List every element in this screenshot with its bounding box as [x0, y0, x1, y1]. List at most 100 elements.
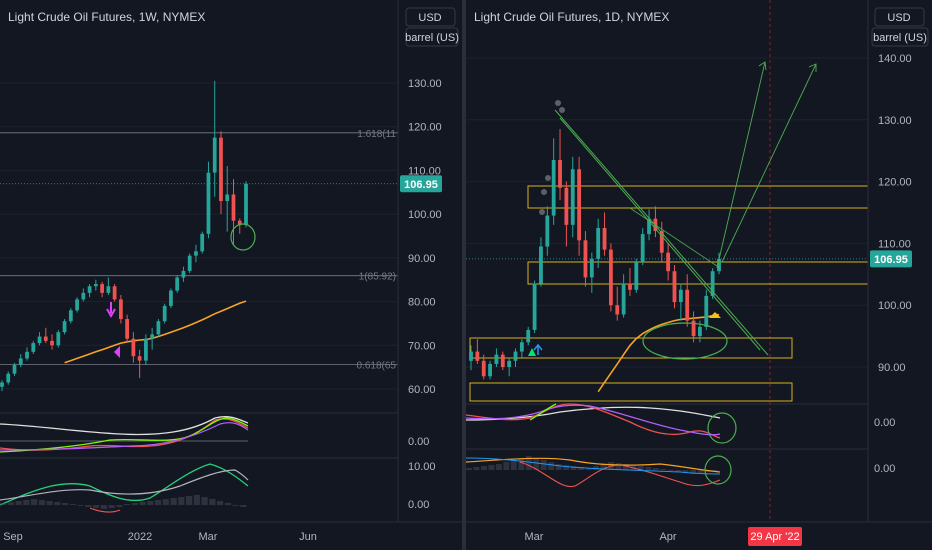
- candle-body: [615, 305, 620, 315]
- histogram-bar: [155, 500, 162, 505]
- left-fib-levels: 1.618(11 1(85.92) 0.618(65: [0, 129, 398, 372]
- left-osc2-histogram: [0, 495, 247, 509]
- candle-body: [539, 246, 543, 284]
- candle: [494, 348, 499, 367]
- date-marker-badge: [748, 527, 802, 546]
- right-oscillator-1: [465, 403, 737, 444]
- right-currency-label: USD: [887, 12, 910, 24]
- histogram-bar: [77, 505, 84, 506]
- histogram-bar: [488, 465, 495, 470]
- histogram-bar: [0, 503, 7, 505]
- histogram-bar: [510, 460, 517, 470]
- left-unit-button[interactable]: [405, 27, 459, 47]
- candle-body: [156, 321, 161, 335]
- histogram-bar: [600, 464, 607, 470]
- candle: [156, 319, 161, 337]
- candle-body: [106, 286, 111, 293]
- candle-body: [68, 310, 73, 322]
- histogram-bar: [31, 499, 38, 505]
- histogram-bar: [503, 462, 510, 470]
- candle: [602, 212, 607, 256]
- candle-body: [628, 283, 632, 290]
- candle-body: [602, 227, 607, 250]
- candle-body: [717, 258, 721, 272]
- fib-level-label: 1(85.92): [359, 272, 396, 283]
- left-chart-panel[interactable]: 1.618(11 1(85.92) 0.618(65 Light Crude Oil…: [0, 0, 462, 543]
- panel-divider[interactable]: [462, 0, 466, 550]
- histogram-bar: [660, 469, 667, 470]
- histogram-bar: [555, 464, 562, 470]
- right-osc2-circle-annotation: [704, 455, 732, 485]
- candle: [551, 138, 556, 225]
- lower-support-zone: [469, 382, 793, 402]
- candle: [691, 311, 696, 343]
- right-chart-title: Light Crude Oil Futures, 1D, NYMEX: [474, 10, 669, 24]
- right-osc1-circle-annotation: [707, 412, 737, 444]
- candle-body: [212, 137, 217, 173]
- candle-body: [634, 261, 639, 290]
- right-price-ticks: 140.00 130.00 120.00 110.00 100.00 90.00: [878, 53, 912, 374]
- candle: [577, 156, 582, 256]
- histogram-bar: [712, 470, 719, 471]
- left-unit-label: barrel (US): [405, 32, 459, 44]
- right-current-price-label: 106.95: [870, 250, 912, 268]
- candle: [532, 280, 537, 334]
- candle-body: [704, 295, 709, 327]
- price-tick-label: 130.00: [878, 115, 912, 127]
- candle-body: [62, 321, 67, 333]
- candle-body: [18, 358, 23, 365]
- green-triangle-signal-icon: [528, 348, 536, 356]
- right-time-label-mar: Mar: [525, 531, 544, 543]
- candle-body: [6, 373, 11, 383]
- left-oscillator-1: [0, 416, 249, 453]
- histogram-bar: [473, 467, 480, 470]
- histogram-bar: [193, 495, 200, 505]
- left-osc1-tick: 0.00: [408, 436, 429, 448]
- candle-body: [25, 351, 29, 359]
- candle: [507, 357, 512, 377]
- histogram-bar: [54, 502, 61, 505]
- projection-arrow-1: [716, 61, 766, 269]
- left-oscillator-2: [0, 463, 249, 513]
- histogram-bar: [525, 456, 532, 470]
- right-time-label-apr: Apr: [659, 531, 676, 543]
- right-currency-button[interactable]: [874, 7, 925, 27]
- left-osc1-white-line: [0, 416, 249, 436]
- candle-body: [608, 249, 613, 306]
- price-tick-label: 120.00: [408, 122, 442, 134]
- candle-body: [545, 215, 550, 247]
- candle: [12, 362, 17, 376]
- candle-body: [50, 340, 54, 346]
- histogram-bar: [46, 501, 53, 505]
- histogram-bar: [178, 497, 185, 505]
- marker-dot: [555, 100, 561, 106]
- blue-up-arrow-icon: [533, 343, 543, 355]
- right-current-price-tag: [870, 250, 912, 268]
- candle: [194, 244, 198, 263]
- candle-body: [194, 251, 198, 256]
- candle: [6, 371, 11, 385]
- left-currency-button[interactable]: [405, 7, 456, 27]
- left-time-label-sep: Sep: [3, 531, 23, 543]
- left-time-label-jun: Jun: [299, 531, 317, 543]
- down-arrow-signal-icon: [106, 302, 116, 319]
- price-tick-label: 140.00: [878, 53, 912, 65]
- histogram-bar: [209, 499, 216, 505]
- candle-body: [647, 218, 651, 235]
- histogram-bar: [23, 500, 30, 505]
- marker-dot: [541, 189, 547, 195]
- candle-body: [666, 252, 671, 272]
- candle-body: [469, 351, 473, 361]
- left-grid: [0, 82, 398, 390]
- right-unit-button[interactable]: [871, 27, 929, 47]
- candle-body: [0, 382, 4, 387]
- candle: [62, 319, 67, 335]
- histogram-bar: [533, 458, 540, 470]
- right-moving-average: [597, 313, 720, 393]
- candle: [475, 339, 480, 364]
- right-chart-panel[interactable]: Light Crude Oil Futures, 1D, NYMEX USD b…: [465, 0, 932, 546]
- histogram-bar: [637, 466, 644, 470]
- candle: [545, 206, 550, 256]
- candle-body: [43, 336, 48, 341]
- candle: [93, 279, 98, 291]
